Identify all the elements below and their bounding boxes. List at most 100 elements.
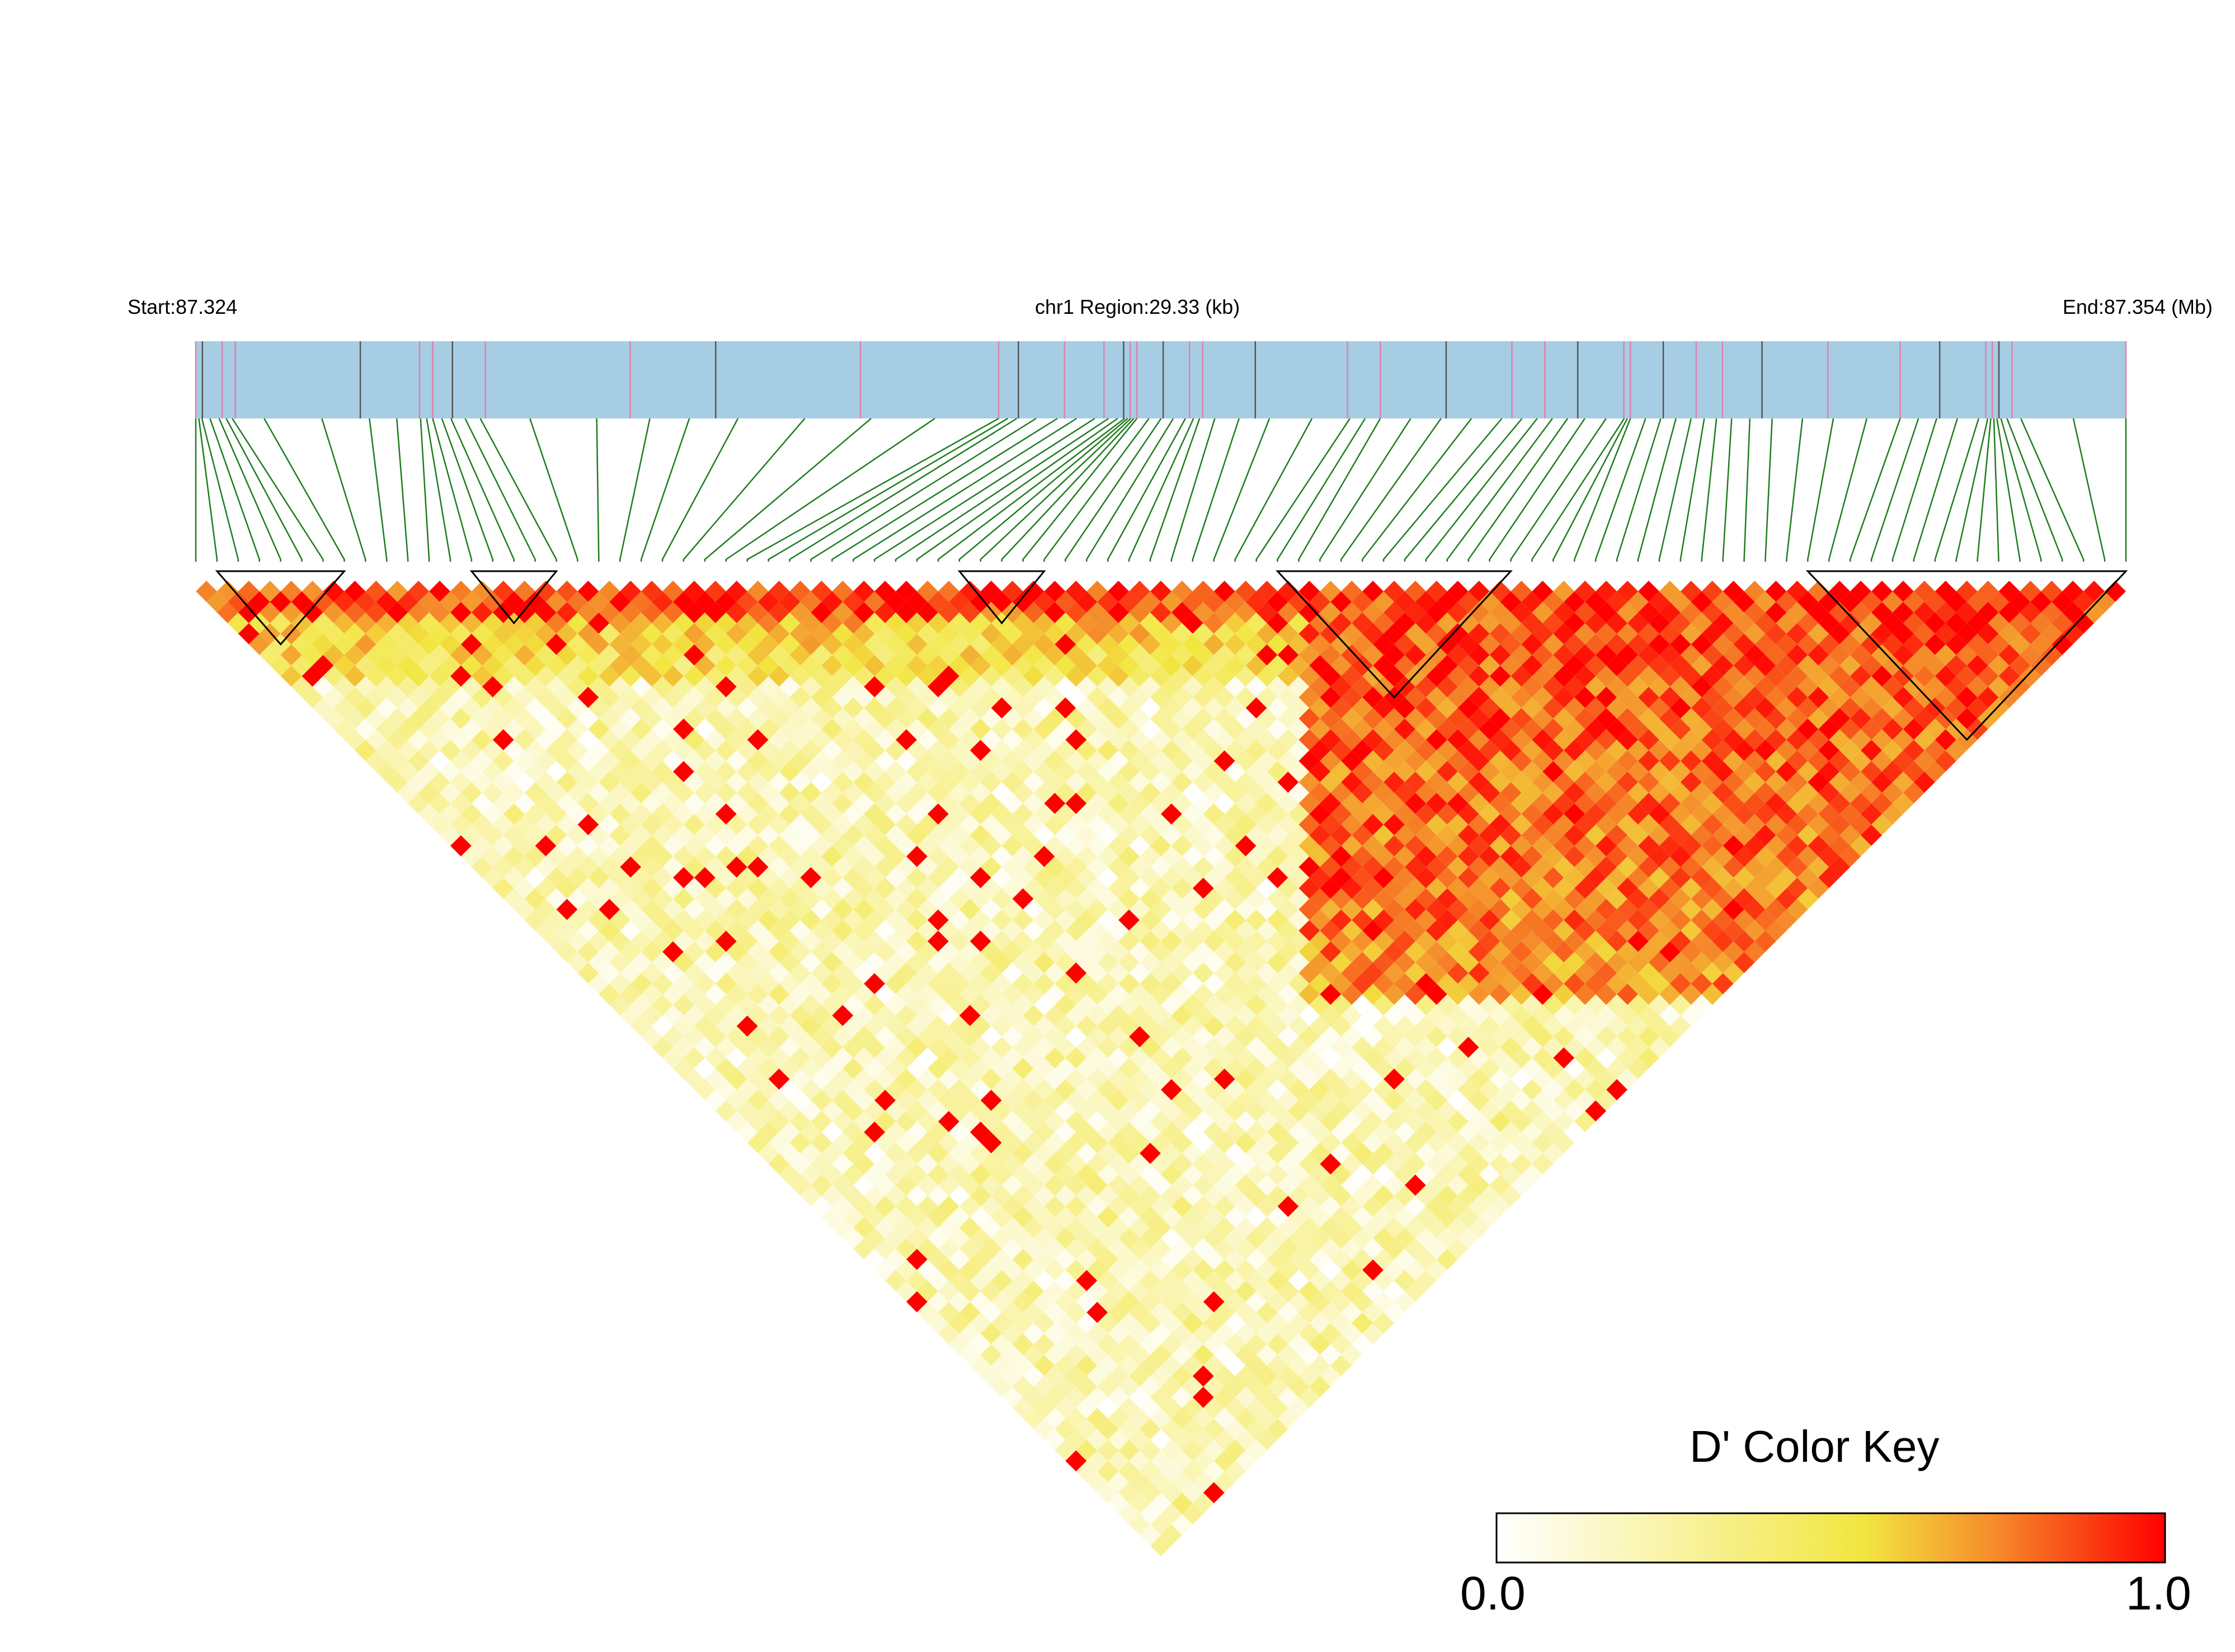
ld-cell <box>726 941 747 963</box>
ld-cell <box>450 623 472 644</box>
snp-connector <box>1086 418 1174 562</box>
ld-cell <box>1086 665 1108 687</box>
ld-cell <box>843 761 864 783</box>
snp-connector <box>1828 418 1868 562</box>
ld-cell <box>1267 930 1288 952</box>
snp-connector <box>1149 418 1201 562</box>
ld-cell <box>1744 835 1766 856</box>
snp-connector <box>1743 418 1751 562</box>
ld-cell <box>1511 814 1532 835</box>
ld-cell <box>450 835 472 856</box>
snp-connector <box>1637 418 1677 562</box>
snp-connector <box>1993 418 1999 562</box>
ld-cell <box>1267 782 1288 804</box>
ld-cell <box>514 814 535 835</box>
snp-connector <box>619 418 651 562</box>
ld-cell <box>450 771 472 793</box>
ld-cell <box>1267 994 1288 1016</box>
ld-cell <box>1511 750 1532 772</box>
ld-cell <box>599 920 620 942</box>
snp-connector <box>1001 418 1135 562</box>
ld-cell <box>1744 623 1766 644</box>
ld-cell <box>1267 697 1288 719</box>
ld-cell <box>259 644 281 666</box>
ld-cell <box>843 824 864 846</box>
ld-cell <box>843 1142 864 1164</box>
ld-cell <box>1267 1270 1288 1292</box>
ld-cell <box>959 1281 981 1302</box>
ld-cell <box>959 1068 981 1090</box>
color-key-bar <box>1495 1512 2166 1564</box>
ld-cell <box>1511 962 1532 984</box>
ld-cell <box>514 708 535 729</box>
ld-cell <box>726 1068 747 1090</box>
ld-cell <box>1267 655 1288 676</box>
ld-cell <box>726 644 747 666</box>
snp-connector <box>1340 418 1442 562</box>
ld-cell <box>227 591 249 613</box>
ld-cell <box>1267 633 1288 655</box>
snp-connector <box>895 417 1109 562</box>
ld-cell <box>959 898 981 920</box>
snp-connector <box>209 418 260 562</box>
ld-cell <box>726 983 747 1005</box>
snp-connector <box>1658 418 1692 562</box>
ld-cell <box>514 793 535 815</box>
ld-cells <box>196 581 2126 1556</box>
ld-cell <box>1267 1418 1288 1440</box>
ld-cell <box>599 729 620 751</box>
ld-cell <box>1267 1121 1288 1143</box>
ld-cell <box>450 814 472 835</box>
ld-cell <box>1086 1110 1108 1132</box>
snp-connector <box>661 418 739 562</box>
snp-connector <box>198 418 218 562</box>
ld-cell <box>843 888 864 910</box>
ld-cell <box>726 729 747 751</box>
ld-cell <box>726 665 747 687</box>
snp-connector <box>1552 418 1628 562</box>
snp-connector <box>831 417 1058 562</box>
ld-cell <box>726 835 747 856</box>
ld-cell <box>1267 1354 1288 1376</box>
ld-cell <box>387 750 408 772</box>
snp-connector <box>1065 418 1162 562</box>
snp-connector <box>369 418 388 562</box>
snp-connector <box>1170 418 1216 562</box>
ld-cell <box>843 697 864 719</box>
ld-cell <box>1511 1047 1532 1069</box>
snp-connector <box>201 418 239 562</box>
ld-cell <box>726 856 747 878</box>
snp-connector <box>1701 418 1718 562</box>
ld-cell <box>1086 1089 1108 1111</box>
ld-cell <box>1267 612 1288 634</box>
snp-connector <box>1425 418 1538 562</box>
ld-cell <box>333 718 355 740</box>
snp-connector <box>1255 418 1351 562</box>
ld-cell <box>599 814 620 835</box>
ld-cell <box>1511 771 1532 793</box>
ld-cell <box>1086 1386 1108 1408</box>
ld-cell <box>1744 771 1766 793</box>
ld-cell <box>333 612 355 634</box>
snp-connector <box>810 417 1037 562</box>
ld-cell <box>387 581 408 602</box>
ld-cell <box>270 591 291 613</box>
ld-cell <box>959 793 981 815</box>
ld-cell <box>514 771 535 793</box>
snp-connector <box>450 418 515 562</box>
snp-connector <box>916 417 1118 562</box>
ld-cell <box>843 782 864 804</box>
ld-cell <box>1086 708 1108 729</box>
color-key-min-label: 0.0 <box>1460 1567 1526 1620</box>
ld-cell <box>1511 1068 1532 1090</box>
ld-cell <box>843 676 864 698</box>
ld-cell <box>726 581 747 602</box>
ld-cell <box>387 729 408 751</box>
ld-cell <box>1267 1249 1288 1270</box>
ld-cell <box>959 1238 981 1260</box>
ld-cell <box>1267 1312 1288 1334</box>
ld-cell <box>1511 1174 1532 1196</box>
ld-cell <box>1924 761 1946 783</box>
snp-connector <box>321 418 366 562</box>
